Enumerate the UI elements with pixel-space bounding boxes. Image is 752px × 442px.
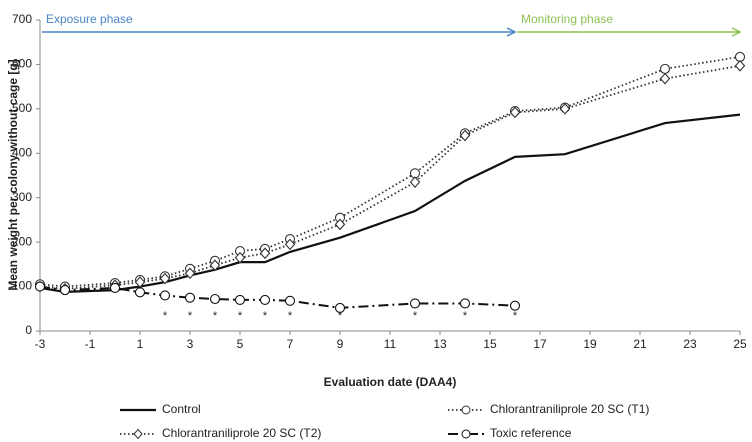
x-tick-label: 3 (187, 337, 194, 351)
significance-marker: * (413, 310, 418, 322)
series-line (39, 55, 741, 288)
marker (409, 298, 421, 309)
marker (409, 176, 421, 188)
marker (59, 285, 71, 296)
marker (734, 59, 746, 72)
series-line (39, 285, 516, 309)
x-tick-label: 5 (237, 337, 244, 351)
y-tick-label: 200 (12, 234, 32, 248)
x-tick-label: 11 (384, 337, 397, 351)
x-tick-label: 23 (683, 337, 697, 351)
x-tick-label: 13 (433, 337, 447, 351)
legend-marker (133, 428, 143, 440)
marker (234, 251, 246, 264)
x-tick-label: -1 (85, 337, 96, 351)
legend-label: Chlorantraniliprole 20 SC (T1) (490, 402, 649, 416)
marker (509, 300, 521, 311)
marker (109, 282, 121, 293)
marker (334, 302, 346, 313)
series-line (39, 64, 741, 290)
marker (259, 294, 271, 305)
x-tick-label: 15 (483, 337, 497, 351)
legend-marker (461, 429, 471, 439)
x-tick-label: 9 (337, 337, 344, 351)
marker (509, 106, 521, 119)
marker (34, 281, 46, 292)
series-line (39, 113, 741, 294)
phase-label: Exposure phase (46, 12, 133, 26)
x-axis-title: Evaluation date (DAA4) (324, 375, 457, 389)
significance-marker: * (163, 310, 168, 322)
marker (284, 295, 296, 306)
y-tick-label: 700 (12, 12, 32, 26)
legend-label: Control (162, 402, 201, 416)
marker (209, 293, 221, 305)
y-tick-label: 0 (25, 323, 32, 337)
marker (159, 290, 171, 301)
marker (284, 238, 296, 251)
marker (659, 63, 671, 74)
x-tick-label: 25 (733, 337, 747, 351)
significance-marker: * (188, 310, 193, 322)
significance-marker: * (463, 310, 468, 322)
y-tick-label: 100 (12, 279, 32, 293)
phase-label: Monitoring phase (521, 12, 613, 26)
significance-marker: * (338, 310, 343, 322)
significance-marker: * (513, 310, 518, 322)
x-tick-label: 1 (137, 337, 144, 351)
marker (134, 276, 146, 288)
marker (334, 218, 346, 231)
legend-label: Chlorantraniliprole 20 SC (T2) (162, 426, 321, 440)
y-tick-label: 400 (12, 145, 32, 159)
y-tick-label: 300 (12, 190, 32, 204)
marker (559, 103, 571, 115)
marker (184, 292, 196, 303)
legend-label: Toxic reference (490, 426, 572, 440)
x-tick-label: -3 (35, 337, 46, 351)
marker (134, 287, 146, 298)
marker (209, 259, 221, 272)
significance-marker: * (213, 310, 218, 322)
marker (659, 72, 671, 85)
x-tick-label: 19 (583, 337, 597, 351)
y-tick-label: 600 (12, 57, 32, 71)
x-tick-label: 17 (533, 337, 547, 351)
marker (234, 294, 246, 305)
significance-marker: * (263, 310, 268, 322)
y-axis-title: Mean weight per colony without cage [g] (6, 59, 20, 290)
marker (259, 247, 271, 260)
x-tick-label: 7 (287, 337, 294, 351)
y-tick-label: 500 (12, 101, 32, 115)
marker (184, 267, 196, 280)
significance-marker: * (288, 310, 293, 322)
legend-marker (461, 405, 471, 415)
marker (459, 298, 471, 309)
significance-marker: * (238, 310, 243, 322)
x-tick-label: 21 (633, 337, 647, 351)
marker (459, 129, 471, 142)
marker (159, 272, 171, 285)
